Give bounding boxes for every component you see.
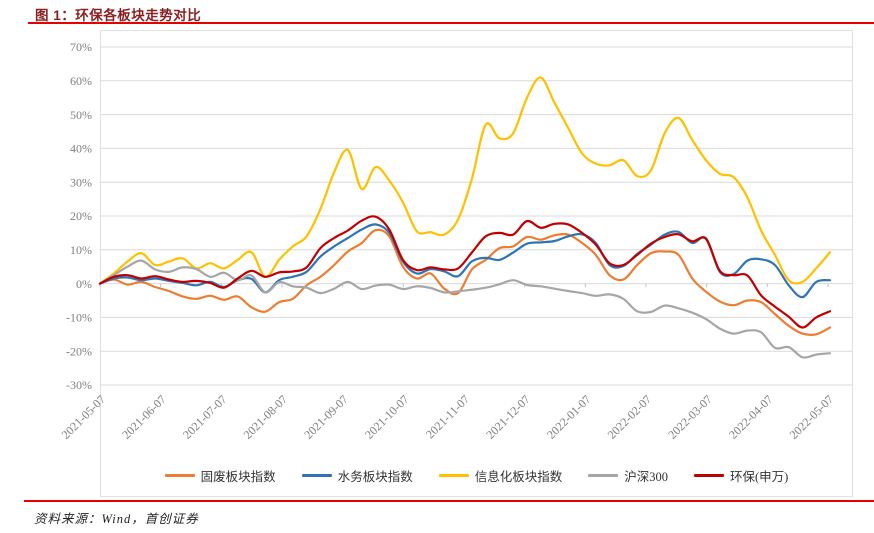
legend-line-swatch bbox=[164, 473, 195, 477]
x-tick-label: 2021-07-07 bbox=[180, 392, 229, 441]
legend-item-2: 信息化板块指数 bbox=[438, 466, 563, 485]
x-tick-label: 2022-04-07 bbox=[726, 392, 775, 441]
legend-label: 固废板块指数 bbox=[200, 469, 276, 484]
x-tick-label: 2022-05-07 bbox=[787, 392, 836, 441]
x-tick-label: 2021-11-07 bbox=[423, 392, 472, 441]
x-tick-label: 2021-12-07 bbox=[483, 392, 532, 441]
y-tick-label: 40% bbox=[70, 142, 92, 156]
x-tick-label: 2022-03-07 bbox=[665, 392, 714, 441]
x-tick-label: 2022-01-07 bbox=[544, 392, 593, 441]
y-tick-label: -20% bbox=[66, 344, 92, 358]
legend-line-swatch bbox=[438, 473, 469, 477]
legend-label: 沪深300 bbox=[624, 469, 668, 484]
x-tick-label: 2022-02-07 bbox=[605, 392, 654, 441]
x-axis-tick-labels: 2021-05-07 2021-06-07 2021-07-07 2021-08-07… bbox=[59, 392, 836, 441]
y-tick-label: 60% bbox=[70, 74, 92, 88]
y-tick-label: 30% bbox=[70, 175, 92, 189]
legend-label: 环保(申万) bbox=[729, 469, 789, 484]
legend-item-0: 固废板块指数 bbox=[164, 466, 276, 485]
legend-label: 信息化板块指数 bbox=[474, 469, 563, 484]
y-tick-label: 10% bbox=[70, 243, 92, 257]
title-rule bbox=[28, 22, 874, 24]
series-line-4 bbox=[98, 215, 832, 329]
x-tick-label: 2021-08-07 bbox=[241, 392, 290, 441]
x-tick-label: 2021-06-07 bbox=[119, 392, 168, 441]
y-tick-label: 0% bbox=[76, 277, 92, 291]
gridlines bbox=[100, 46, 853, 386]
legend-item-1: 水务板块指数 bbox=[301, 466, 413, 485]
chart-frame bbox=[100, 30, 853, 497]
y-tick-label: 70% bbox=[70, 40, 92, 54]
footer-rule bbox=[24, 500, 874, 502]
x-tick-label: 2021-09-07 bbox=[301, 392, 350, 441]
series-line-2 bbox=[98, 76, 832, 285]
sector-trend-line-chart: 70%60%50%40%30%20%10%0%-10%-20%-30%2021-… bbox=[59, 40, 853, 442]
x-tick-label: 2021-10-07 bbox=[362, 392, 411, 441]
y-tick-label: 50% bbox=[70, 108, 92, 122]
y-tick-label: -30% bbox=[66, 378, 92, 392]
series-line-0 bbox=[98, 228, 832, 336]
legend-item-4: 环保(申万) bbox=[693, 466, 789, 485]
series-line-3 bbox=[98, 259, 832, 359]
y-axis-tick-labels: 70% 60% 50% 40% 30% 20% 10% 0% -10% -20% -30% bbox=[66, 40, 92, 392]
source-note: 资料来源：Wind，首创证券 bbox=[34, 512, 199, 526]
legend-item-3: 沪深300 bbox=[588, 466, 668, 485]
legend-line-swatch bbox=[301, 473, 332, 477]
chart-legend: 固废板块指数 水务板块指数 信息化板块指数 沪深300 环保(申万) bbox=[100, 461, 853, 489]
figure-title: 图 1：环保各板块走势对比 bbox=[35, 8, 202, 23]
legend-label: 水务板块指数 bbox=[337, 469, 413, 484]
x-tick-label: 2021-05-07 bbox=[59, 392, 108, 441]
y-tick-label: -10% bbox=[66, 311, 92, 325]
legend-line-swatch bbox=[693, 473, 724, 477]
legend-line-swatch bbox=[588, 473, 619, 477]
y-tick-label: 20% bbox=[70, 209, 92, 223]
